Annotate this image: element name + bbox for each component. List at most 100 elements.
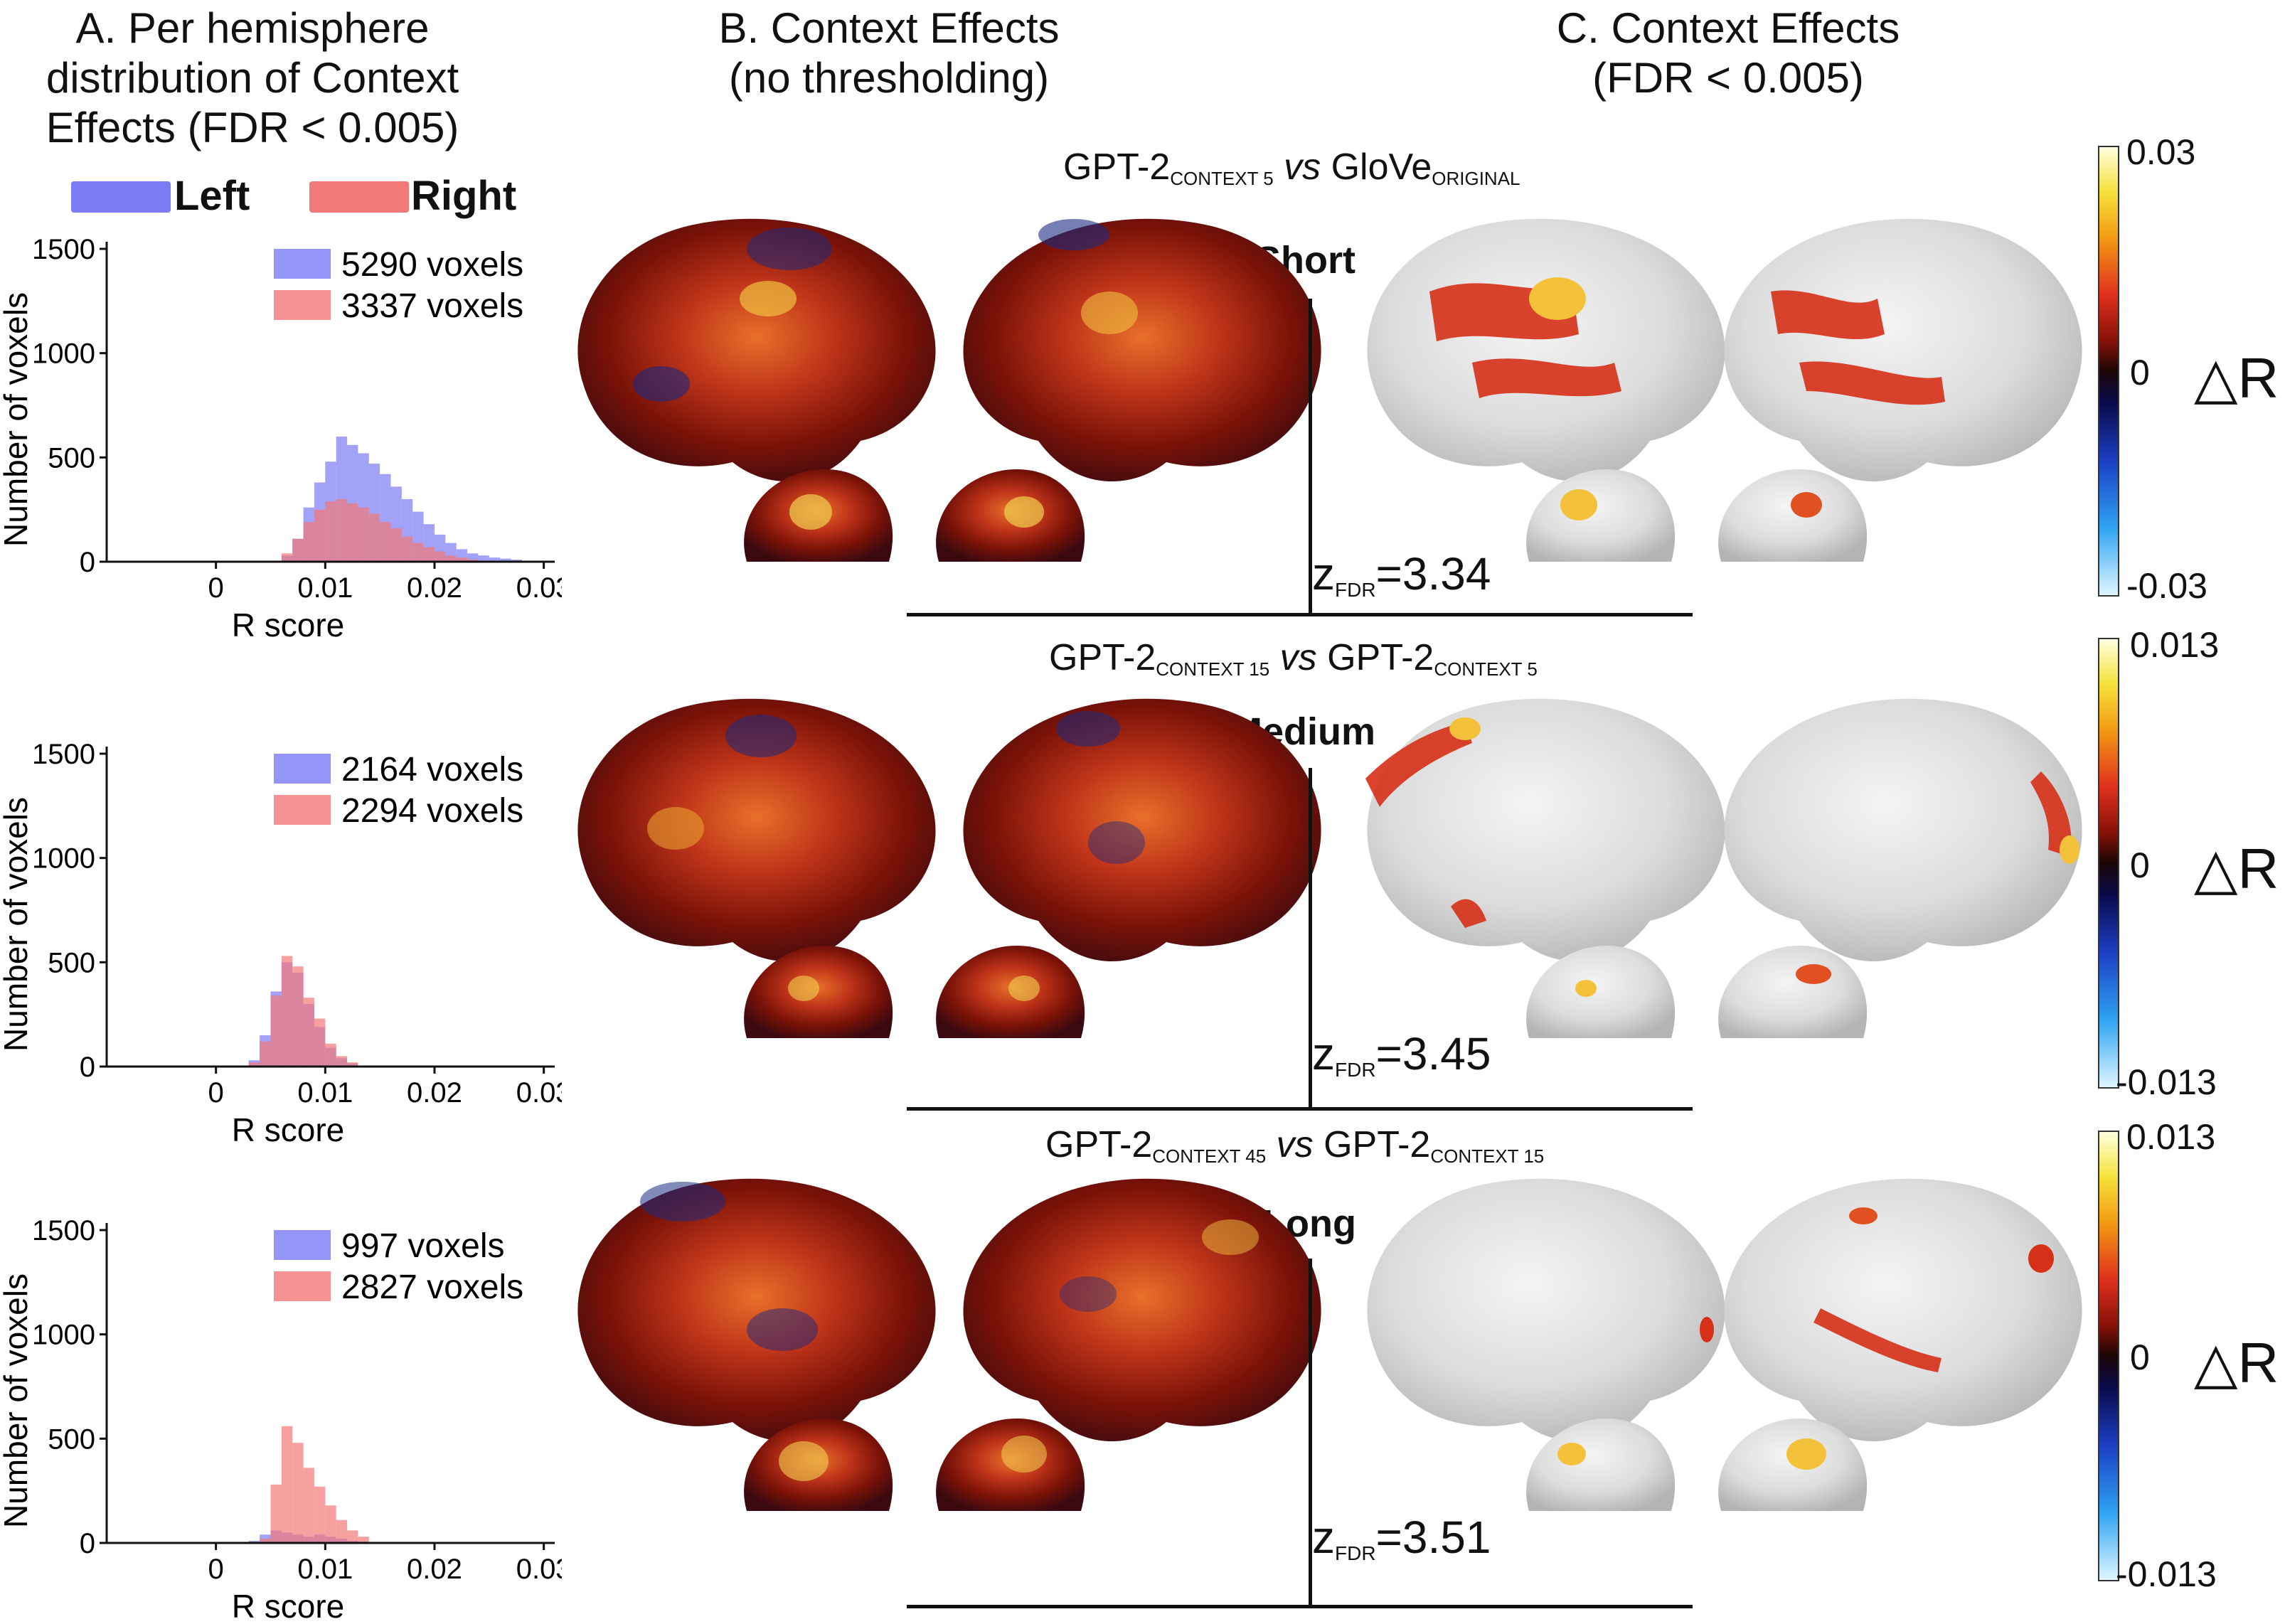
hist-bar-right xyxy=(325,1043,336,1067)
row2-cbar-top: 0.013 xyxy=(2130,625,2220,665)
y-tick-label: 1000 xyxy=(32,338,95,370)
hist-bar-right xyxy=(445,555,457,562)
header-b-line1: B. Context Effects xyxy=(718,4,1060,52)
row2-brain-unthresholded-right xyxy=(963,698,1321,962)
series-legend-swatch xyxy=(274,754,331,784)
row3-brain-unthresholded-medial-left xyxy=(744,1419,893,1511)
row2-brain-unthresholded-left xyxy=(577,698,936,962)
header-c: C. Context Effects (FDR < 0.005) xyxy=(1479,4,1977,103)
histogram-long: 0 500 1000 1500 0 0.01 0.02 0.03 R score Number o… xyxy=(0,1215,562,1621)
hist-bar-right xyxy=(336,1056,348,1067)
hist-bar-right xyxy=(281,956,293,1067)
hist-bar-right xyxy=(270,1484,282,1543)
row1-colorbar xyxy=(2098,146,2119,597)
row3-brain-unthresholded-medial-right xyxy=(936,1419,1085,1511)
y-tick-label: 1500 xyxy=(32,234,95,265)
y-tick-label: 1000 xyxy=(32,843,95,875)
hist-bar-right xyxy=(456,557,468,562)
row1-title-b-sub: ORIGINAL xyxy=(1432,168,1520,189)
x-tick-label: 0.03 xyxy=(516,1077,562,1109)
row1-brain-thresholded-left xyxy=(1367,218,1725,482)
y-tick-label: 500 xyxy=(48,947,95,978)
hist-bar-right xyxy=(303,998,314,1067)
row1-divider-vertical xyxy=(1309,299,1312,615)
series-legend-swatch xyxy=(274,1230,331,1260)
hist-bar-right xyxy=(347,1530,358,1543)
series-legend-swatch xyxy=(274,290,331,320)
row1-z-value: =3.34 xyxy=(1375,548,1491,599)
row1-title-a: GPT-2 xyxy=(1063,146,1171,188)
row1-cbar-bottom: -0.03 xyxy=(2126,566,2207,606)
row3-brain-unthresholded-left xyxy=(577,1178,936,1442)
row1-cbar-top: 0.03 xyxy=(2126,132,2196,172)
x-tick-label: 0.03 xyxy=(516,572,562,604)
y-tick-label: 1000 xyxy=(32,1320,95,1351)
x-tick-label: 0 xyxy=(208,572,224,604)
header-c-line2: (FDR < 0.005) xyxy=(1592,54,1864,102)
y-axis-label: Number of voxels xyxy=(0,1273,34,1528)
row3-vs: vs xyxy=(1276,1124,1314,1165)
histogram-medium: 0 500 1000 1500 0 0.01 0.02 0.03 R score Number o… xyxy=(0,739,562,1145)
x-tick-label: 0.02 xyxy=(407,1077,462,1109)
y-tick-label: 1500 xyxy=(32,739,95,770)
row1-brain-thresholded-right xyxy=(1724,218,2082,482)
row2-divider-vertical xyxy=(1309,768,1312,1109)
row2-title-a: GPT-2 xyxy=(1049,637,1156,678)
row1-brain-unthresholded-medial-left xyxy=(744,469,893,562)
hist-bar-right xyxy=(270,995,282,1067)
row2-z-main: z xyxy=(1312,1028,1335,1079)
y-tick-label: 0 xyxy=(80,1052,95,1083)
row1-z-sub: FDR xyxy=(1335,579,1376,601)
row2-title-b: GPT-2 xyxy=(1327,637,1434,678)
row1-brain-unthresholded-right xyxy=(963,218,1321,482)
row2-cbar-bottom: -0.013 xyxy=(2116,1062,2217,1102)
hist-bar-right xyxy=(281,1426,293,1543)
row3-brain-unthresholded-right xyxy=(963,1178,1321,1442)
row3-brain-thresholded-medial-right xyxy=(1718,1419,1868,1511)
row2-brain-thresholded-left xyxy=(1365,698,1725,962)
row1-brain-unthresholded-left xyxy=(577,218,936,482)
hist-bar-right xyxy=(314,509,326,562)
hist-bar-right xyxy=(314,1486,326,1543)
hist-bar-right xyxy=(347,503,358,562)
y-tick-label: 1500 xyxy=(32,1215,95,1246)
hist-bar-right xyxy=(248,1062,260,1067)
x-axis-label: R score xyxy=(232,1111,344,1145)
hist-bar-right xyxy=(292,966,304,1067)
row2-colorbar xyxy=(2098,638,2119,1089)
row3-title-a: GPT-2 xyxy=(1045,1124,1153,1165)
hist-bar-right xyxy=(401,536,413,562)
x-tick-label: 0 xyxy=(208,1077,224,1109)
row1-vs: vs xyxy=(1284,146,1321,188)
row2-title-a-sub: CONTEXT 15 xyxy=(1156,658,1270,680)
row3-z-value: =3.51 xyxy=(1375,1512,1491,1563)
row1-brain-thresholded-medial-left xyxy=(1526,469,1676,562)
hist-bar-right xyxy=(412,543,424,562)
x-axis-label: R score xyxy=(232,1588,344,1621)
hist-bar-right xyxy=(423,547,435,562)
hist-bar-right xyxy=(390,528,402,562)
hist-bar-left xyxy=(260,1534,271,1543)
hist-bar-right xyxy=(325,501,336,562)
hist-bar-left xyxy=(500,558,511,562)
header-a-line2: distribution of Context xyxy=(46,54,459,102)
y-tick-label: 0 xyxy=(80,1528,95,1559)
x-tick-label: 0 xyxy=(208,1554,224,1585)
x-tick-label: 0.01 xyxy=(297,1077,353,1109)
hist-bar-right xyxy=(303,522,314,562)
hist-bar-right xyxy=(303,1468,314,1543)
hist-bar-left xyxy=(478,555,489,562)
row3-z-main: z xyxy=(1312,1512,1335,1563)
hist-bar-right xyxy=(260,1041,271,1067)
row2-brain-thresholded-medial-right xyxy=(1718,946,1868,1038)
y-tick-label: 500 xyxy=(48,442,95,474)
row3-z-sub: FDR xyxy=(1335,1542,1376,1564)
hist-bar-right xyxy=(347,1062,358,1067)
row1-brain-unthresholded-medial-right xyxy=(936,469,1085,562)
row1-z-threshold: zFDR=3.34 xyxy=(1312,547,1491,602)
legend-left-label: Left xyxy=(174,173,250,219)
row3-divider-horizontal xyxy=(907,1605,1693,1608)
series-legend-swatch xyxy=(274,795,331,825)
header-a-line1: A. Per hemisphere xyxy=(75,4,430,52)
y-tick-label: 500 xyxy=(48,1423,95,1455)
